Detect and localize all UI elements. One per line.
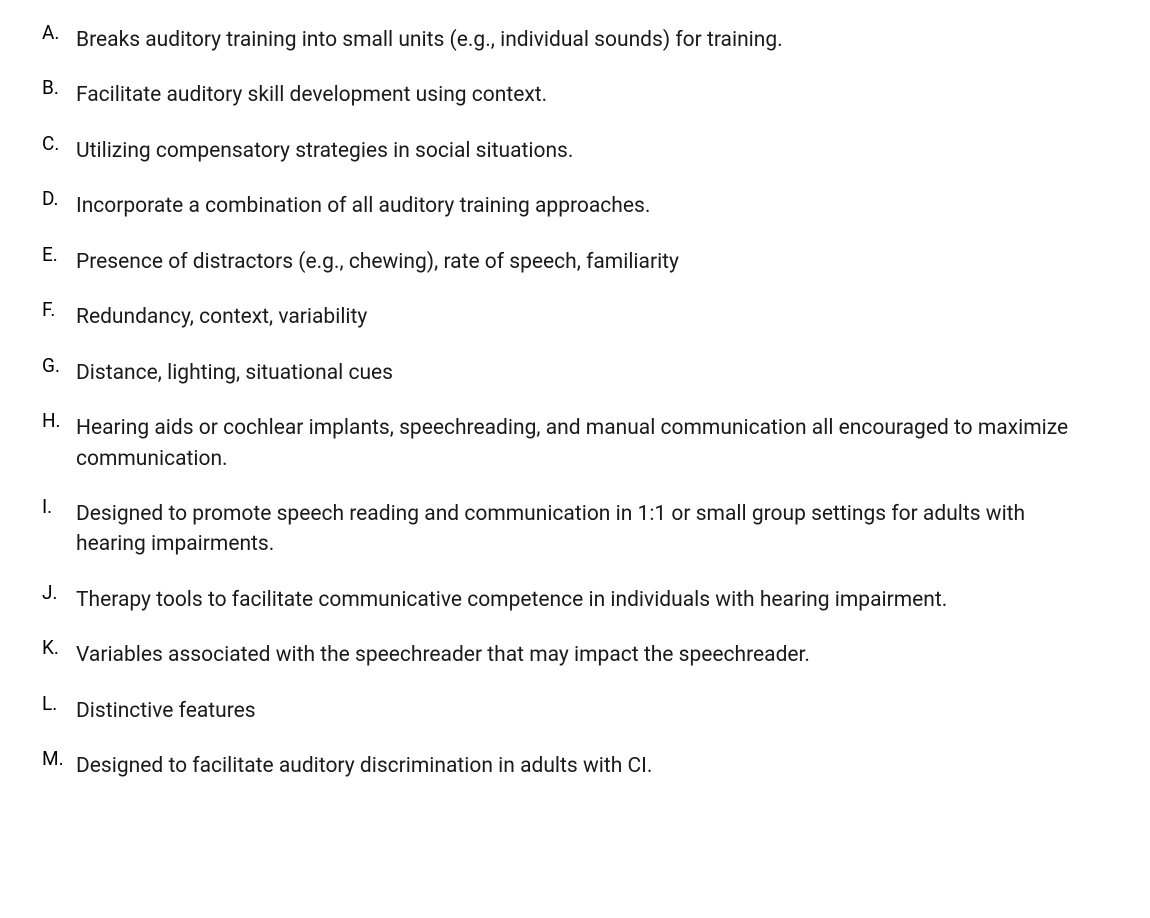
item-label: G. <box>42 355 66 378</box>
list-item: K. Variables associated with the speechr… <box>42 637 1130 670</box>
item-text: Incorporate a combination of all auditor… <box>76 188 650 221</box>
item-text: Redundancy, context, variability <box>76 299 367 332</box>
list-item: D. Incorporate a combination of all audi… <box>42 188 1130 221</box>
item-label: M. <box>42 748 66 771</box>
item-text: Therapy tools to facilitate communicativ… <box>76 582 947 615</box>
item-text: Breaks auditory training into small unit… <box>76 22 783 55</box>
item-text: Distinctive features <box>76 693 256 726</box>
list-item: J. Therapy tools to facilitate communica… <box>42 582 1130 615</box>
list-item: F. Redundancy, context, variability <box>42 299 1130 332</box>
definition-list: A. Breaks auditory training into small u… <box>42 22 1130 782</box>
list-item: H. Hearing aids or cochlear implants, sp… <box>42 410 1130 474</box>
item-text: Designed to promote speech reading and c… <box>76 496 1076 560</box>
item-label: I. <box>42 496 66 519</box>
list-item: M. Designed to facilitate auditory discr… <box>42 748 1130 781</box>
item-text: Hearing aids or cochlear implants, speec… <box>76 410 1076 474</box>
item-label: E. <box>42 244 66 267</box>
item-label: D. <box>42 188 66 211</box>
list-item: I. Designed to promote speech reading an… <box>42 496 1130 560</box>
item-label: H. <box>42 410 66 433</box>
item-text: Facilitate auditory skill development us… <box>76 77 547 110</box>
item-label: A. <box>42 22 66 45</box>
list-item: L. Distinctive features <box>42 693 1130 726</box>
item-text: Distance, lighting, situational cues <box>76 355 393 388</box>
item-label: J. <box>42 582 66 605</box>
item-label: C. <box>42 133 66 156</box>
item-label: K. <box>42 637 66 660</box>
item-text: Variables associated with the speechread… <box>76 637 810 670</box>
item-label: F. <box>42 299 66 322</box>
item-text: Presence of distractors (e.g., chewing),… <box>76 244 679 277</box>
list-item: B. Facilitate auditory skill development… <box>42 77 1130 110</box>
item-text: Designed to facilitate auditory discrimi… <box>76 748 652 781</box>
list-item: G. Distance, lighting, situational cues <box>42 355 1130 388</box>
list-item: C. Utilizing compensatory strategies in … <box>42 133 1130 166</box>
item-text: Utilizing compensatory strategies in soc… <box>76 133 573 166</box>
item-label: B. <box>42 77 66 100</box>
item-label: L. <box>42 693 66 716</box>
list-item: E. Presence of distractors (e.g., chewin… <box>42 244 1130 277</box>
list-item: A. Breaks auditory training into small u… <box>42 22 1130 55</box>
